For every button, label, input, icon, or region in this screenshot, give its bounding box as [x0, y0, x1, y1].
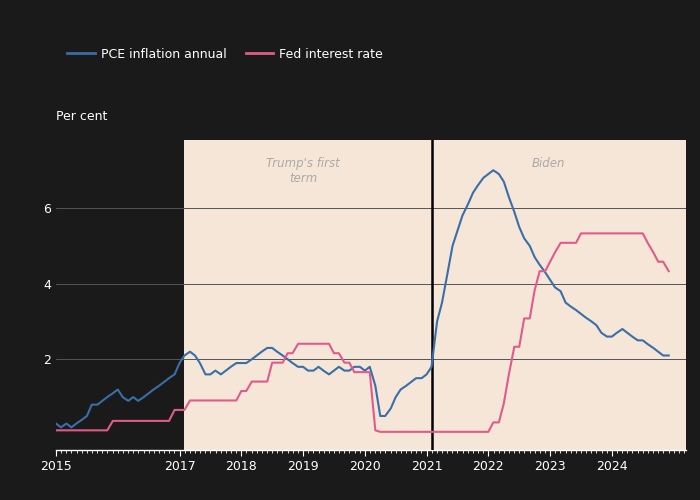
Text: Biden: Biden: [531, 157, 565, 170]
Legend: PCE inflation annual, Fed interest rate: PCE inflation annual, Fed interest rate: [62, 42, 388, 66]
Bar: [431, 140, 686, 450]
Text: Per cent: Per cent: [56, 110, 107, 122]
Bar: [185, 140, 431, 450]
Text: Trump's first
term: Trump's first term: [266, 157, 340, 185]
